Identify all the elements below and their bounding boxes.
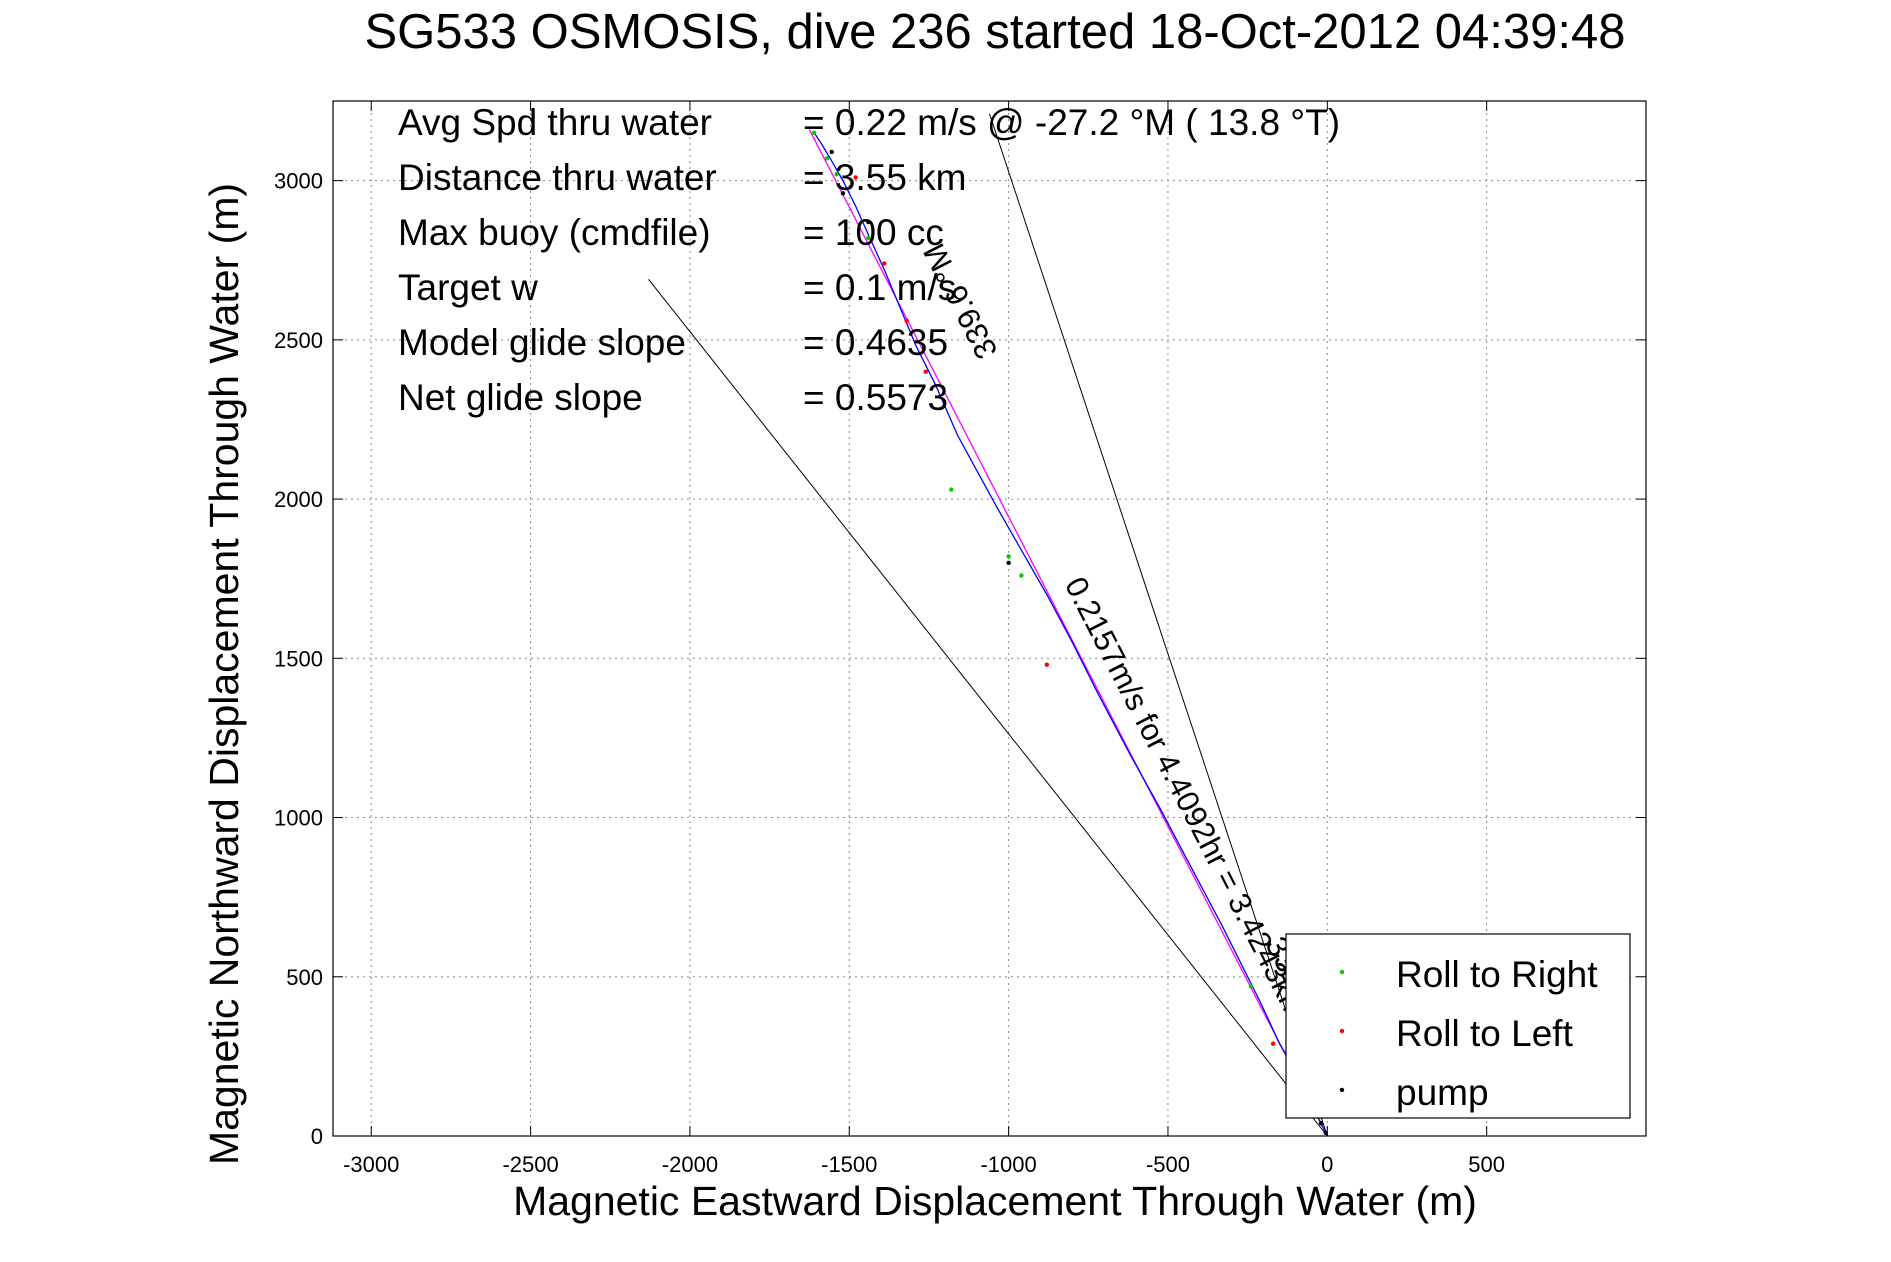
legend-label: Roll to Left	[1396, 1013, 1574, 1054]
stat-label: Avg Spd thru water	[398, 102, 712, 143]
x-tick-label: -1000	[980, 1152, 1036, 1177]
legend: Roll to Right Roll to Left pump	[1285, 933, 1631, 1119]
stat-label: Target w	[398, 267, 538, 308]
stat-value: = 0.22 m/s @ -27.2 °M ( 13.8 °T)	[803, 102, 1340, 143]
guide-line	[648, 279, 1328, 1137]
roll-left-marker	[853, 175, 858, 180]
grid	[333, 101, 1646, 1137]
pump-marker	[1318, 1121, 1324, 1126]
legend-marker	[1339, 1028, 1345, 1034]
legend-label: Roll to Right	[1396, 954, 1598, 995]
roll-left-marker	[923, 369, 928, 374]
pump-marker	[1006, 560, 1011, 565]
stat-label: Distance thru water	[398, 157, 717, 198]
y-tick-label: 2000	[274, 487, 323, 512]
x-axis-label: Magnetic Eastward Displacement Through W…	[513, 1178, 1477, 1224]
pump-marker	[829, 149, 834, 155]
stat-label: Net glide slope	[398, 377, 643, 418]
roll-left-marker	[1044, 662, 1050, 667]
x-tick-label: 500	[1468, 1152, 1505, 1177]
legend-marker	[1339, 969, 1345, 975]
x-tick-label: -2500	[502, 1152, 558, 1177]
track-layer	[808, 129, 1328, 1137]
x-tick-label: -3000	[343, 1152, 399, 1177]
x-tick-label: -500	[1146, 1152, 1190, 1177]
stat-value: = 0.1 m/s	[803, 267, 956, 308]
roll-right-marker	[1019, 573, 1024, 578]
stat-value: = 3.55 km	[803, 157, 967, 198]
roll-left-marker	[904, 318, 909, 323]
roll-left-marker	[882, 261, 887, 266]
roll-right-marker	[1248, 984, 1254, 989]
x-tick-label: 0	[1321, 1152, 1333, 1177]
dive-track	[813, 132, 1328, 1137]
roll-left-marker	[1270, 1041, 1276, 1046]
roll-right-marker	[949, 487, 954, 492]
plot-frame	[332, 100, 1647, 1137]
y-tick-label: 1000	[274, 806, 323, 831]
roll-right-marker	[812, 130, 817, 136]
y-tick-label: 2500	[274, 328, 323, 353]
y-axis-label: Magnetic Northward Displacement Through …	[201, 183, 247, 1165]
y-tick-label: 1500	[274, 646, 323, 671]
roll-right-marker	[866, 235, 871, 241]
roll-right-marker	[824, 156, 830, 161]
legend-marker	[1339, 1087, 1345, 1093]
guide-lines	[648, 113, 1328, 1137]
x-tick-label: -2000	[662, 1152, 718, 1177]
roll-right-marker	[1006, 554, 1011, 559]
stat-label: Model glide slope	[398, 322, 686, 363]
pump-marker	[866, 219, 871, 225]
stat-label: Max buoy (cmdfile)	[398, 212, 711, 253]
pump-marker	[840, 191, 846, 196]
stat-value: = 0.4635	[803, 322, 948, 363]
chart-title: SG533 OSMOSIS, dive 236 started 18-Oct-2…	[364, 5, 1625, 59]
stats-block: Avg Spd thru water = 0.22 m/s @ -27.2 °M …	[398, 102, 1340, 418]
stat-value: = 0.5573	[803, 377, 948, 418]
y-tick-label: 3000	[274, 169, 323, 194]
ticks: -3000 -2500 -2000 -1500 -1000 -500 0 500 0 500 100…	[274, 101, 1646, 1177]
y-tick-label: 0	[311, 1124, 323, 1149]
roll-right-marker	[834, 172, 839, 177]
guide-line	[989, 113, 1328, 1137]
legend-box	[1285, 933, 1631, 1119]
legend-label: pump	[1396, 1072, 1489, 1113]
stat-value: = 100 cc	[803, 212, 944, 253]
y-tick-label: 500	[286, 965, 323, 990]
x-tick-label: -1500	[821, 1152, 877, 1177]
